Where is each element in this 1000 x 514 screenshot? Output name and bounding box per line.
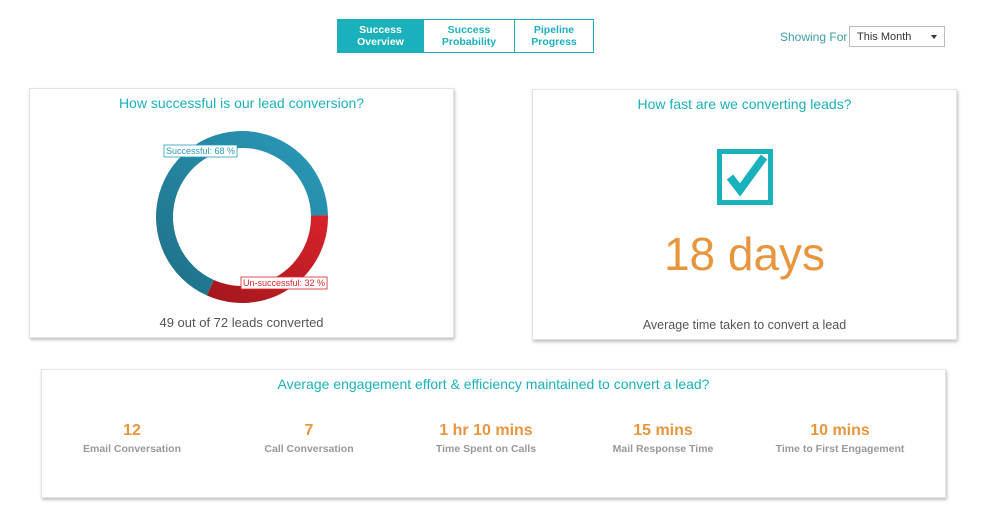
view-tabs: Success Overview Success Probability Pip… [337,19,594,53]
metric-label: Call Conversation [264,443,354,455]
slice-unsuccessful[interactable] [206,215,328,303]
caret-down-icon [931,35,937,39]
lead-conversion-title: How successful is our lead conversion? [118,95,365,111]
svg-text:Successful: 68 %: Successful: 68 % [166,146,235,156]
metric-value: 10 mins [810,422,870,439]
speed-caption: Average time taken to convert a lead [642,318,847,332]
metric-mail-response-time: 15 mins Mail Response Time [573,422,753,455]
tab-success-probability[interactable]: Success Probability [424,20,515,52]
metric-label: Time Spent on Calls [435,443,537,455]
conversion-caption: 49 out of 72 leads converted [159,315,324,330]
metric-label: Email Conversation [82,443,182,455]
metric-email-conversation: 12 Email Conversation [42,422,222,455]
metric-value: 1 hr 10 mins [439,422,533,439]
svg-text:Un-successful: 32 %: Un-successful: 32 % [243,278,325,288]
lead-conversion-card: How successful is our lead conversion? S… [29,88,454,338]
period-select[interactable]: This Month [849,26,945,47]
metric-time-first-engagement: 10 mins Time to First Engagement [750,422,930,455]
engagement-card: Average engagement effort & efficiency m… [41,369,946,498]
label-successful: Successful: 68 % [163,144,238,158]
checkbox-checked-icon [717,149,773,205]
tab-pipeline-progress[interactable]: Pipeline Progress [515,20,593,52]
tab-success-overview[interactable]: Success Overview [338,20,424,52]
showing-for-label: Showing For [780,30,848,44]
label-unsuccessful: Un-successful: 32 % [240,276,328,290]
metric-value: 15 mins [633,422,693,439]
conversion-donut-chart: Successful: 68 % Un-successful: 32 % [156,130,328,303]
period-select-value: This Month [857,31,912,43]
metric-value: 12 [123,422,141,439]
avg-conversion-days: 18 days [663,228,826,280]
engagement-title: Average engagement effort & efficiency m… [277,376,710,392]
lead-speed-card: How fast are we converting leads? 18 day… [532,89,957,340]
lead-speed-title: How fast are we converting leads? [637,96,852,112]
metric-time-spent-calls: 1 hr 10 mins Time Spent on Calls [396,422,576,455]
metric-value: 7 [304,422,314,439]
metric-call-conversation: 7 Call Conversation [219,422,399,455]
metric-label: Time to First Engagement [775,443,905,455]
metric-label: Mail Response Time [612,443,714,455]
